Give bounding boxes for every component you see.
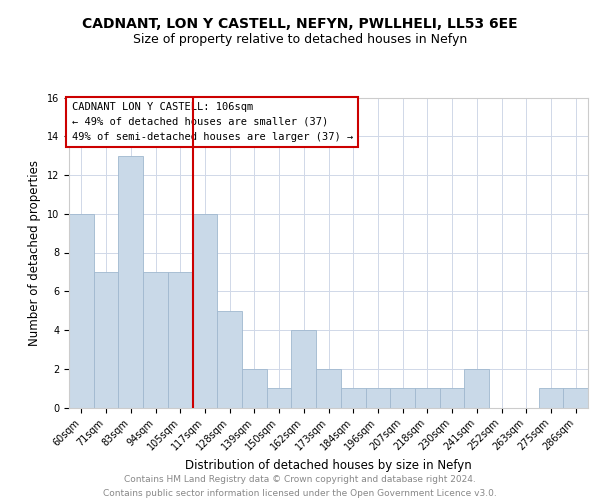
Text: CADNANT LON Y CASTELL: 106sqm
← 49% of detached houses are smaller (37)
49% of s: CADNANT LON Y CASTELL: 106sqm ← 49% of d…: [71, 102, 353, 142]
Bar: [365, 388, 390, 407]
Bar: [242, 369, 267, 408]
Bar: [440, 388, 464, 407]
Text: CADNANT, LON Y CASTELL, NEFYN, PWLLHELI, LL53 6EE: CADNANT, LON Y CASTELL, NEFYN, PWLLHELI,…: [82, 18, 518, 32]
Bar: [69, 214, 94, 408]
Bar: [94, 272, 118, 407]
Y-axis label: Number of detached properties: Number of detached properties: [28, 160, 41, 346]
Bar: [464, 369, 489, 408]
Bar: [341, 388, 365, 407]
Bar: [292, 330, 316, 407]
Text: Size of property relative to detached houses in Nefyn: Size of property relative to detached ho…: [133, 32, 467, 46]
Bar: [415, 388, 440, 407]
X-axis label: Distribution of detached houses by size in Nefyn: Distribution of detached houses by size …: [185, 459, 472, 472]
Bar: [193, 214, 217, 408]
Bar: [316, 369, 341, 408]
Bar: [143, 272, 168, 407]
Bar: [539, 388, 563, 407]
Bar: [390, 388, 415, 407]
Bar: [118, 156, 143, 408]
Bar: [168, 272, 193, 407]
Bar: [267, 388, 292, 407]
Bar: [563, 388, 588, 407]
Text: Contains HM Land Registry data © Crown copyright and database right 2024.
Contai: Contains HM Land Registry data © Crown c…: [103, 476, 497, 498]
Bar: [217, 310, 242, 408]
